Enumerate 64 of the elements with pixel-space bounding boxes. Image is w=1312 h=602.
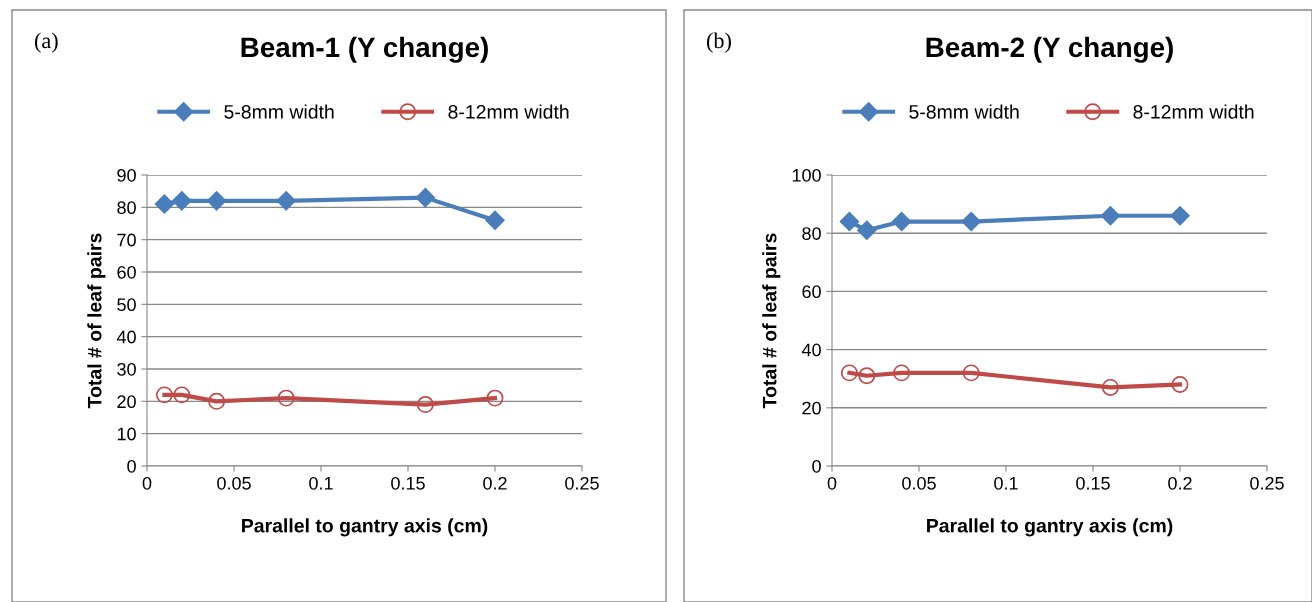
point [154,194,175,214]
y-tick-label: 70 [117,233,136,247]
x-tick-label: 0.15 [1076,476,1110,490]
x-tick-label: 0.15 [391,476,425,490]
text: (a) [34,32,58,53]
chart-title: Beam-2 (Y change) [926,36,1173,63]
y-tick-label: 40 [116,330,136,344]
legend-label: 5-8mm width [224,104,334,119]
y-axis-title: Total # of leaf pairs [87,233,106,409]
x-axis-title: Parallel to gantry axis (cm) [242,518,488,537]
point [1100,206,1121,226]
point [276,191,296,211]
point [485,210,505,230]
point [858,367,876,385]
y-tick-label: 100 [792,168,821,182]
y-tick-label: 80 [117,201,136,215]
y-tick-label: 30 [117,362,136,376]
point [857,220,877,240]
x-tick-label: 0.05 [217,476,251,490]
point [486,389,504,407]
point [840,364,858,382]
x-tick-label: 0.1 [994,476,1018,490]
point [206,191,227,211]
point [893,364,911,382]
chart-title: Beam-1 (Y change) [241,36,488,63]
x-tick-label: 0 [142,476,152,490]
y-tick-label: 50 [117,298,136,312]
x-tick-label: 0.05 [902,476,936,490]
point [961,211,981,232]
y-axis-title: Total # of leaf pairs [762,233,781,409]
y-tick-label: 20 [802,401,821,415]
point [208,392,226,410]
point [155,386,173,404]
x-tick-label: 0.2 [483,476,507,490]
y-tick-label: 60 [117,265,136,279]
point [415,187,436,208]
point [1101,378,1119,396]
x-tick-label: 0 [827,476,837,490]
point [839,211,860,232]
x-tick-label: 0.1 [309,476,333,490]
y-tick-label: 20 [117,395,136,409]
legend-label: 8-12mm width [1133,104,1254,119]
legend-label: 8-12mm width [448,104,569,119]
y-tick-label: 90 [117,168,136,182]
point [891,211,912,232]
point [962,364,980,382]
x-tick-label: 0.2 [1168,476,1192,490]
y-tick-label: 60 [802,285,821,299]
point [173,386,191,404]
y-tick-label: 80 [802,227,821,240]
point [1170,206,1190,226]
point [416,396,434,414]
y-tick-label: 0 [127,459,136,473]
x-axis-title: Parallel to gantry axis (cm) [927,518,1173,537]
point [1171,376,1189,393]
x-tick-label: 0.25 [1250,476,1284,490]
x-tick-label: 0.25 [565,476,599,490]
y-tick-label: 10 [117,427,136,441]
y-tick-label: 0 [812,459,821,473]
y-tick-label: 40 [801,343,821,357]
point [172,191,192,211]
text: (b) [706,32,731,53]
legend-label: 5-8mm width [909,104,1019,119]
point [277,389,295,407]
